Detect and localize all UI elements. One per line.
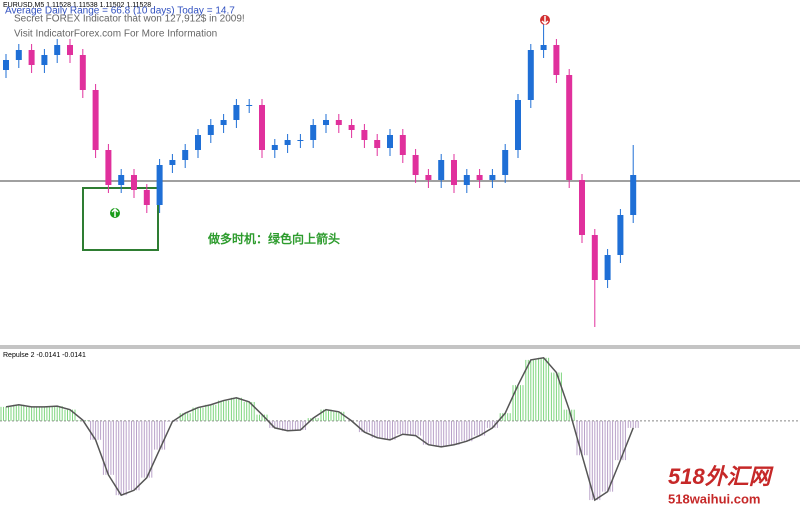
candle-body xyxy=(374,140,381,148)
candle-body xyxy=(527,50,534,100)
candle-body xyxy=(463,175,470,185)
candle-body xyxy=(425,175,432,180)
highlight-box xyxy=(82,187,159,251)
candle-body xyxy=(566,75,573,180)
candle-body xyxy=(438,160,445,180)
candle-body xyxy=(28,50,35,65)
candle-body xyxy=(579,180,585,235)
candle-body xyxy=(451,160,457,185)
candle-body xyxy=(41,55,48,65)
candle-body xyxy=(169,160,176,165)
watermark-url: 518waihui.com xyxy=(668,491,760,506)
candle-body xyxy=(591,235,598,280)
indicator-curve xyxy=(5,357,634,502)
candle-body xyxy=(3,60,9,70)
candle-body xyxy=(54,45,61,55)
candle-body xyxy=(233,105,240,120)
watermark: 518外汇网 xyxy=(668,464,774,489)
sell-arrow-glyph xyxy=(541,16,549,26)
candle-body xyxy=(604,255,611,280)
candle-body xyxy=(220,120,227,125)
candle-body xyxy=(182,150,189,160)
candle-body xyxy=(412,155,419,175)
candle-body xyxy=(92,90,99,150)
candle-body xyxy=(105,150,112,185)
candle-body xyxy=(131,175,137,190)
candle-body xyxy=(515,100,521,150)
annotation: 做多时机：绿色向上箭头 xyxy=(207,231,340,246)
candle-body xyxy=(361,130,368,140)
candle-body xyxy=(476,175,483,180)
candle-body xyxy=(156,165,163,205)
candle-body xyxy=(259,105,265,150)
candle-body xyxy=(15,50,22,60)
candle-body xyxy=(284,140,291,145)
candle-body xyxy=(399,135,406,155)
candle-body xyxy=(617,215,624,255)
candle-body xyxy=(79,55,86,90)
candle-body xyxy=(553,45,560,75)
candle-body xyxy=(118,175,125,185)
candle-body xyxy=(207,125,214,135)
candle-body xyxy=(310,125,317,140)
promo-text: Secret FOREX Indicator that won 127,912$… xyxy=(14,14,245,25)
candle-body xyxy=(540,45,547,50)
candle-body xyxy=(630,175,637,215)
candle-body xyxy=(297,140,304,141)
candle-body xyxy=(489,175,496,180)
candle-body xyxy=(195,135,201,150)
adr-text: Average Daily Range = 66.8 (10 days) Tod… xyxy=(5,6,235,17)
indicator-label: Repulse 2 -0.0141 -0.0141 xyxy=(3,352,86,359)
visit-text: Visit IndicatorForex.com For More Inform… xyxy=(14,29,217,40)
candle-body xyxy=(271,145,278,150)
candle-body xyxy=(335,120,342,125)
buy-arrow-glyph xyxy=(111,207,119,217)
candle-body xyxy=(348,125,355,130)
candle-body xyxy=(67,45,73,55)
candle-body xyxy=(246,105,253,106)
candle-body xyxy=(387,135,393,148)
candle-body xyxy=(323,120,329,125)
candle-body xyxy=(502,150,509,175)
candle-body xyxy=(143,190,150,205)
symbol-info: EURUSD,M5 1.11528 1.11538 1.11502 1.1152… xyxy=(3,2,151,9)
